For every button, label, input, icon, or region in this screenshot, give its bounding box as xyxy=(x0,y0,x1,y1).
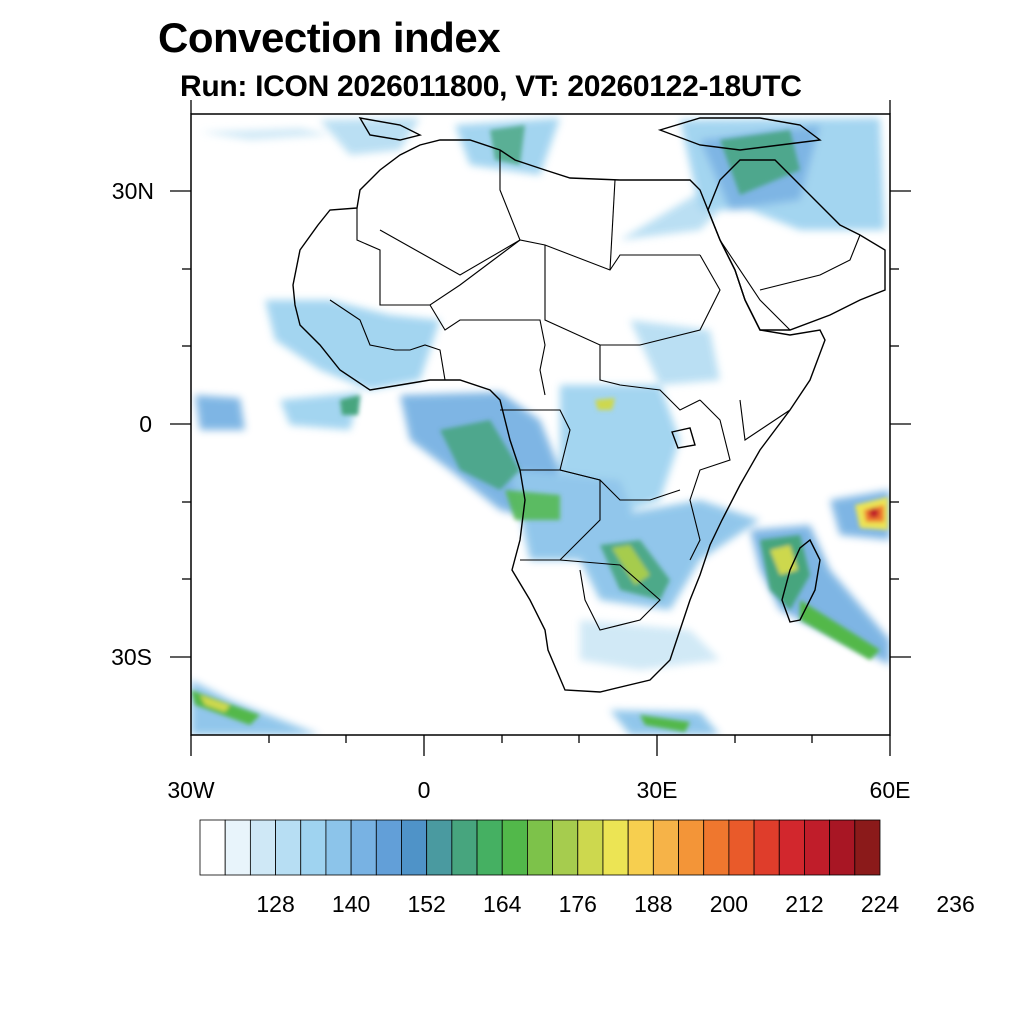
colorbar-label: 236 xyxy=(936,891,974,917)
colorbar-bin xyxy=(753,819,780,876)
colorbar-bin xyxy=(476,819,503,876)
colorbar-bin xyxy=(300,819,327,876)
lat-tick-label: 30N xyxy=(112,178,154,204)
colorbar-bin xyxy=(804,819,831,876)
colorbar-bin xyxy=(678,819,705,876)
coastlines xyxy=(292,117,886,693)
colorbar-bin xyxy=(451,819,478,876)
colorbar-label: 200 xyxy=(710,891,748,917)
lon-tick-label: 30E xyxy=(637,777,678,803)
colorbar-label: 140 xyxy=(332,891,370,917)
colorbar-bin xyxy=(275,819,302,876)
colorbar-label: 152 xyxy=(407,891,445,917)
colorbar-bin xyxy=(652,819,679,876)
colorbar-bin xyxy=(552,819,579,876)
colorbar-bin xyxy=(854,819,881,876)
colorbar-bin xyxy=(249,819,276,876)
colorbar-label: 128 xyxy=(256,891,294,917)
colorbar-bin xyxy=(426,819,453,876)
colorbar-bin xyxy=(224,819,251,876)
colorbar-bin xyxy=(401,819,428,876)
colorbar-label: 224 xyxy=(861,891,900,917)
colorbar-bin xyxy=(627,819,654,876)
map-subtitle: Run: ICON 2026011800, VT: 20260122-18UTC xyxy=(180,70,802,103)
colorbar-bin xyxy=(350,819,377,876)
colorbar-bin xyxy=(375,819,402,876)
country-borders xyxy=(329,150,861,631)
colorbar-bin xyxy=(829,819,856,876)
lon-tick-label: 0 xyxy=(418,777,431,803)
colorbar-bin xyxy=(778,819,805,876)
colorbar-bin xyxy=(703,819,730,876)
convection-field xyxy=(191,118,890,735)
colorbar-label: 212 xyxy=(785,891,823,917)
lat-tick-label: 0 xyxy=(139,411,152,437)
colorbar-bin xyxy=(577,819,604,876)
map-title: Convection index xyxy=(158,14,501,61)
colorbar-bin xyxy=(325,819,352,876)
colorbar-bin xyxy=(527,819,553,876)
colorbar-label: 188 xyxy=(634,891,672,917)
colorbar-bin xyxy=(199,819,226,876)
lon-tick-label: 60E xyxy=(870,777,911,803)
lat-tick-label: 30S xyxy=(111,644,152,670)
colorbar-label: 164 xyxy=(483,891,522,917)
colorbar-bin xyxy=(501,819,528,876)
colorbar-label: 176 xyxy=(559,891,597,917)
axis-ticks xyxy=(170,100,911,756)
colorbar-bin xyxy=(728,819,755,876)
colorbar-bin xyxy=(602,819,629,876)
lon-tick-label: 30W xyxy=(167,777,215,803)
colorbar: 128 140 152 164 176 188 200 212 224 236 xyxy=(199,819,975,917)
